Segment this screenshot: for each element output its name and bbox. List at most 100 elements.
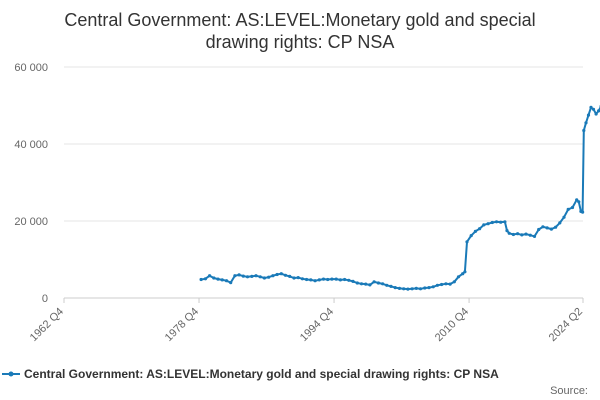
data-point[interactable] <box>558 221 562 225</box>
data-point[interactable] <box>203 277 207 281</box>
data-point[interactable] <box>250 274 254 278</box>
data-point[interactable] <box>359 282 364 286</box>
data-point[interactable] <box>376 281 380 285</box>
data-point[interactable] <box>334 277 338 281</box>
data-point[interactable] <box>385 283 389 287</box>
data-point[interactable] <box>224 279 229 283</box>
data-point[interactable] <box>229 281 233 285</box>
data-point[interactable] <box>456 275 461 279</box>
data-point[interactable] <box>406 287 410 291</box>
data-point[interactable] <box>431 285 435 289</box>
data-point[interactable] <box>288 274 292 278</box>
data-point[interactable] <box>418 287 423 291</box>
data-point[interactable] <box>516 232 520 236</box>
data-point[interactable] <box>402 287 406 291</box>
data-point[interactable] <box>541 225 545 229</box>
data-point[interactable] <box>364 282 368 286</box>
data-point[interactable] <box>435 283 439 287</box>
data-point[interactable] <box>254 274 258 278</box>
data-point[interactable] <box>549 227 554 231</box>
data-point[interactable] <box>330 277 334 281</box>
data-point[interactable] <box>452 280 456 284</box>
data-point[interactable] <box>597 109 600 113</box>
data-point[interactable] <box>589 105 593 109</box>
data-point[interactable] <box>208 274 212 278</box>
data-point[interactable] <box>562 215 566 219</box>
data-point[interactable] <box>237 273 241 277</box>
data-point[interactable] <box>528 233 532 237</box>
data-point[interactable] <box>461 272 465 276</box>
data-point[interactable] <box>199 277 203 282</box>
data-point[interactable] <box>537 227 541 232</box>
data-point[interactable] <box>494 220 499 224</box>
data-point[interactable] <box>389 284 393 288</box>
data-point[interactable] <box>410 287 414 291</box>
data-point[interactable] <box>309 278 313 282</box>
data-point[interactable] <box>397 286 402 290</box>
data-point[interactable] <box>258 275 262 279</box>
data-point[interactable] <box>577 200 581 204</box>
data-point[interactable] <box>317 278 321 282</box>
data-point[interactable] <box>473 229 477 233</box>
data-point[interactable] <box>262 276 266 280</box>
data-point[interactable] <box>216 277 220 281</box>
data-point[interactable] <box>292 276 296 280</box>
data-point[interactable] <box>313 279 317 283</box>
data-point[interactable] <box>372 280 376 284</box>
data-point[interactable] <box>444 282 448 286</box>
data-point[interactable] <box>355 281 359 285</box>
data-point[interactable] <box>233 274 237 278</box>
data-point[interactable] <box>448 282 452 286</box>
data-point[interactable] <box>545 226 549 230</box>
data-point[interactable] <box>520 233 524 237</box>
data-point[interactable] <box>343 277 347 282</box>
data-point[interactable] <box>594 112 598 116</box>
data-point[interactable] <box>305 277 309 282</box>
data-point[interactable] <box>326 277 330 282</box>
data-point[interactable] <box>532 234 537 238</box>
data-point[interactable] <box>321 277 326 281</box>
data-point[interactable] <box>463 270 467 274</box>
data-point[interactable] <box>368 283 372 287</box>
data-point[interactable] <box>381 282 385 286</box>
data-point[interactable] <box>220 278 224 282</box>
data-point[interactable] <box>505 229 509 233</box>
data-point[interactable] <box>267 275 271 279</box>
data-point[interactable] <box>440 282 444 287</box>
data-point[interactable] <box>507 231 511 235</box>
data-point[interactable] <box>586 113 591 117</box>
data-point[interactable] <box>591 107 596 111</box>
data-point[interactable] <box>296 276 300 280</box>
data-point[interactable] <box>414 286 418 290</box>
data-point[interactable] <box>478 227 482 231</box>
data-point[interactable] <box>582 128 586 133</box>
data-point[interactable] <box>554 225 558 229</box>
data-point[interactable] <box>212 276 216 280</box>
data-point[interactable] <box>490 220 494 225</box>
data-point[interactable] <box>581 210 585 214</box>
data-point[interactable] <box>393 286 397 290</box>
data-point[interactable] <box>275 272 279 277</box>
data-point[interactable] <box>245 275 250 279</box>
data-point[interactable] <box>575 198 579 202</box>
data-point[interactable] <box>469 234 473 238</box>
data-point[interactable] <box>584 121 588 125</box>
data-point[interactable] <box>499 220 503 224</box>
data-point[interactable] <box>241 274 245 278</box>
data-point[interactable] <box>524 232 528 236</box>
data-point[interactable] <box>279 272 283 276</box>
legend[interactable]: Central Government: AS:LEVEL:Monetary go… <box>2 367 499 381</box>
data-point[interactable] <box>570 205 575 210</box>
data-point[interactable] <box>503 220 507 224</box>
data-point[interactable] <box>427 286 431 290</box>
data-point[interactable] <box>300 277 304 281</box>
data-point[interactable] <box>283 273 288 277</box>
data-point[interactable] <box>511 232 515 237</box>
data-point[interactable] <box>347 278 351 282</box>
data-point[interactable] <box>482 223 486 227</box>
data-point[interactable] <box>423 286 427 290</box>
data-point[interactable] <box>271 274 275 278</box>
data-point[interactable] <box>465 240 469 244</box>
data-point[interactable] <box>351 279 355 283</box>
data-point[interactable] <box>338 278 342 282</box>
